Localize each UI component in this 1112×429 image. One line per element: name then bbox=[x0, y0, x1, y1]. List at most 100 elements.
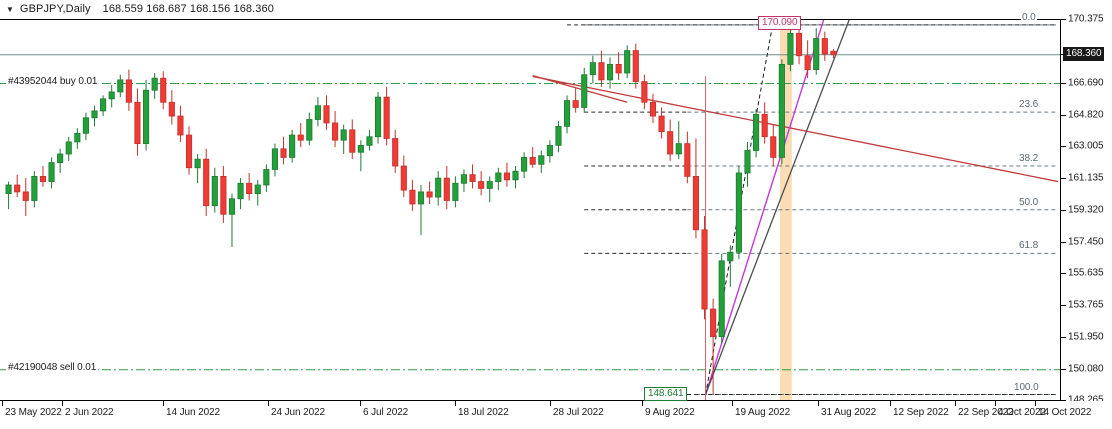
trendline-descending-red bbox=[532, 75, 1059, 183]
candle-body bbox=[830, 50, 837, 56]
candle-body bbox=[117, 79, 124, 93]
current-price-badge: 168.360 bbox=[1063, 46, 1105, 61]
candle-body bbox=[581, 74, 588, 108]
candle-body bbox=[246, 182, 253, 195]
candle-body bbox=[521, 157, 528, 172]
candle-body bbox=[349, 129, 356, 153]
candle-body bbox=[177, 115, 184, 136]
price-tick bbox=[1061, 114, 1066, 116]
trendline-ascending-magenta bbox=[704, 20, 825, 395]
candle-body bbox=[435, 177, 442, 198]
time-tick bbox=[455, 401, 456, 406]
price-tick bbox=[1061, 146, 1066, 147]
candle-body bbox=[340, 129, 347, 141]
candle-body bbox=[142, 89, 150, 145]
price-tick-label: 150.080 bbox=[1068, 363, 1104, 375]
time-tick bbox=[818, 401, 819, 406]
price-tick-label: 163.005 bbox=[1068, 140, 1104, 152]
candle-body bbox=[306, 119, 313, 141]
price-scale[interactable]: 170.375 168.360 166.690 164.820 163.005 161.1… bbox=[1061, 14, 1112, 406]
price-tick bbox=[1061, 209, 1066, 211]
candle-body bbox=[57, 153, 64, 163]
candle-body bbox=[237, 182, 244, 200]
candle-body bbox=[297, 134, 304, 141]
candle-body bbox=[5, 184, 12, 195]
fib-level-label-61-8: 61.8 bbox=[1018, 240, 1040, 252]
price-tick-label: 151.950 bbox=[1068, 331, 1104, 342]
price-tick-label: 161.135 bbox=[1068, 172, 1104, 184]
time-tick-label: 28 Jul 2022 bbox=[553, 407, 604, 418]
candle-body bbox=[125, 79, 132, 103]
time-tick-label: 12 Sep 2022 bbox=[893, 407, 949, 418]
price-tick-label: 166.690 bbox=[1068, 77, 1104, 88]
symbol-period-label: GBPJPY,Daily bbox=[19, 3, 91, 15]
candle-body bbox=[314, 105, 321, 120]
candle-body bbox=[546, 144, 553, 157]
candle-body bbox=[254, 184, 261, 195]
candle-body bbox=[503, 172, 510, 181]
candle-body bbox=[624, 50, 631, 74]
candle-body bbox=[555, 126, 562, 146]
candle-body bbox=[598, 62, 605, 81]
swing-high-price-tag: 170.090 bbox=[758, 15, 802, 30]
candle-body bbox=[100, 98, 107, 112]
candle-body bbox=[211, 175, 218, 207]
candle-body bbox=[641, 81, 648, 103]
chart-plot-area[interactable] bbox=[0, 19, 1061, 401]
trendline-swing-red bbox=[532, 74, 628, 103]
candle-body bbox=[374, 96, 382, 138]
candle-body bbox=[529, 157, 536, 165]
candle-body bbox=[486, 181, 493, 189]
trendline-ascending-dark bbox=[704, 20, 850, 395]
time-tick bbox=[995, 401, 996, 406]
chart-canvas bbox=[0, 20, 1060, 400]
time-tick bbox=[163, 401, 164, 406]
triangle-down-icon[interactable]: ▼ bbox=[6, 5, 14, 14]
time-tick-label: 18 Jul 2022 bbox=[458, 407, 509, 418]
candle-body bbox=[134, 101, 141, 145]
candle-body bbox=[400, 165, 407, 191]
price-tick-label: 153.765 bbox=[1068, 299, 1104, 311]
fib-level-label-50-0: 50.0 bbox=[1018, 196, 1040, 208]
candle-body bbox=[478, 181, 485, 189]
price-tick bbox=[1061, 241, 1066, 243]
swing-low-price-tag: 148.641 bbox=[644, 386, 688, 401]
candle-body bbox=[710, 308, 717, 338]
candle-body bbox=[409, 189, 416, 205]
time-tick-label: 22 Sep 2022 bbox=[958, 407, 1014, 418]
candle-body bbox=[39, 175, 47, 182]
time-tick bbox=[268, 401, 269, 406]
time-scale[interactable]: 23 May 2022 2 Jun 2022 14 Jun 2022 24 Jun 2… bbox=[0, 401, 1112, 429]
price-tick bbox=[1061, 82, 1066, 84]
time-tick-label: 9 Aug 2022 bbox=[645, 407, 695, 418]
candle-body bbox=[48, 162, 55, 182]
time-tick bbox=[360, 401, 361, 406]
candle-body bbox=[194, 158, 201, 169]
candle-body bbox=[658, 115, 665, 132]
candle-body bbox=[108, 91, 115, 100]
candle-body bbox=[271, 148, 279, 170]
time-tick bbox=[2, 401, 3, 406]
time-tick-label: 14 Jun 2022 bbox=[166, 407, 220, 418]
time-tick bbox=[62, 401, 63, 406]
candle-body bbox=[203, 158, 210, 207]
candle-body bbox=[684, 143, 691, 177]
candle-body bbox=[538, 155, 545, 165]
candle-body bbox=[804, 55, 811, 70]
candle-body bbox=[727, 251, 734, 262]
time-tick bbox=[732, 401, 733, 406]
price-tick bbox=[1061, 19, 1066, 20]
time-tick-label: 2 Jun 2022 bbox=[65, 407, 114, 418]
price-tick-label: 159.320 bbox=[1068, 204, 1104, 215]
candle-body bbox=[813, 38, 820, 70]
candle-body bbox=[460, 174, 468, 184]
candle-body bbox=[160, 77, 167, 103]
time-tick bbox=[890, 401, 891, 406]
price-tick-label: 157.450 bbox=[1068, 236, 1104, 248]
ohlc-values: 168.559 168.687 168.156 168.360 bbox=[102, 3, 274, 15]
time-tick-label: 4 Oct 2022 bbox=[998, 407, 1046, 418]
candle-body bbox=[168, 101, 175, 117]
price-tick bbox=[1061, 368, 1066, 370]
candle-body bbox=[821, 38, 828, 55]
candle-body bbox=[563, 100, 571, 127]
